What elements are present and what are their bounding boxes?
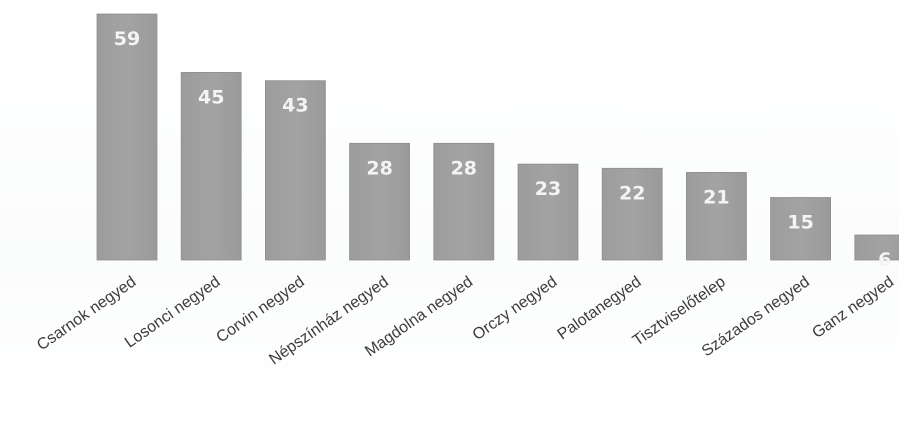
bar-4 [349,142,411,261]
bar-3 [264,80,326,261]
category-label-10: Ganz negyed [809,273,897,342]
data-label-4: 28 [366,157,392,179]
bar-8 [686,171,747,261]
bar-9 [770,197,831,261]
bar-2 [180,72,242,261]
data-label-10: 6 [878,249,891,271]
bar-7 [601,167,663,261]
data-label-2: 45 [198,86,224,108]
data-label-5: 28 [451,157,477,179]
data-label-1: 59 [114,28,140,50]
category-label-1: Csarnok negyed [34,273,139,354]
data-label-9: 15 [787,212,813,234]
data-label-7: 22 [619,182,645,204]
bar-1 [96,13,158,261]
bar-6 [517,163,579,261]
bar-10 [854,234,899,261]
category-label-6: Orczy negyed [470,273,561,344]
data-label-3: 43 [282,95,308,117]
category-label-7: Palotanegyed [555,273,645,343]
bar-5 [433,142,495,261]
data-label-8: 21 [703,186,729,208]
data-label-6: 23 [535,178,561,200]
